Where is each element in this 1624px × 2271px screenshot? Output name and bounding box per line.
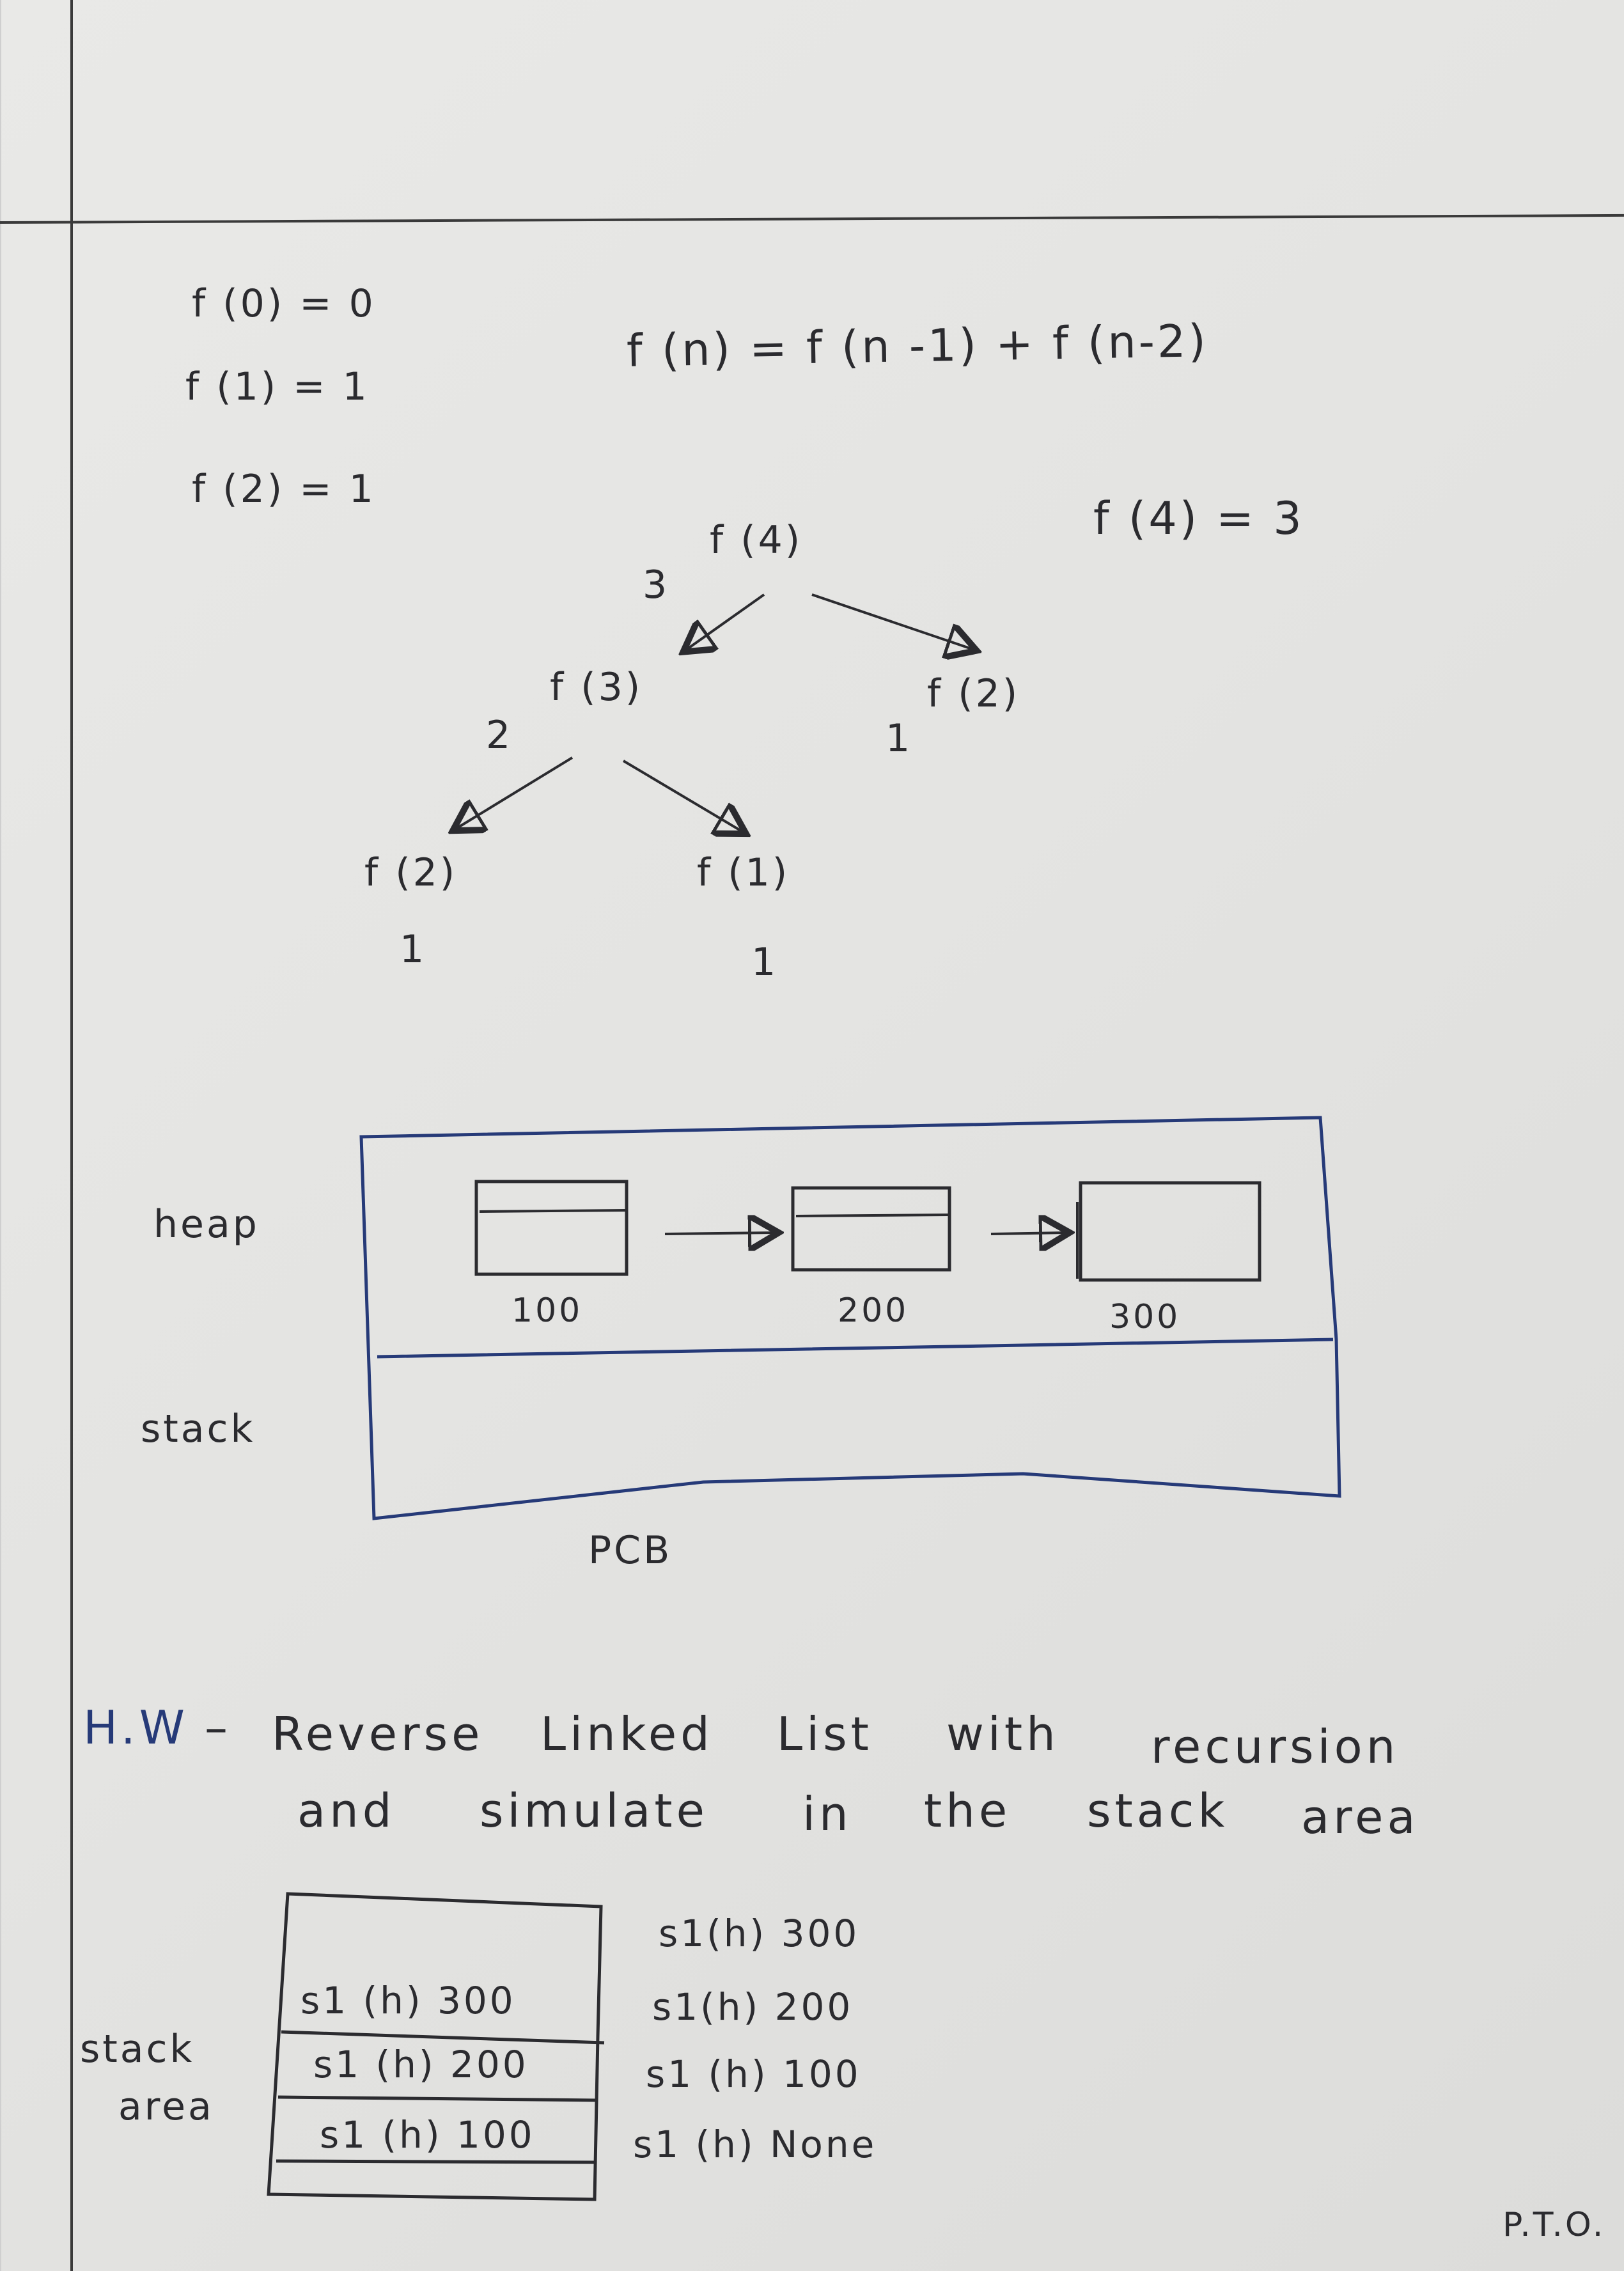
stack-frame-top: s1 (h) 300 [301, 1979, 516, 2022]
heap-node-100 [474, 1180, 629, 1276]
stack-frame-bottom: s1 (h) 100 [320, 2113, 535, 2157]
hw-word-and: and [297, 1784, 396, 1838]
tree-right-value: 1 [886, 716, 913, 761]
node-address-100: 100 [511, 1292, 583, 1330]
margin-line [70, 0, 73, 2271]
tree-edge-root-left [687, 593, 765, 649]
heap-arrow-1 [664, 1233, 774, 1234]
hw-word-area: area [1301, 1790, 1419, 1844]
trace-line-3: s1 (h) 100 [646, 2052, 861, 2096]
stack-area-label-2: area [118, 2084, 214, 2129]
heap-stack-divider [377, 1338, 1334, 1359]
heap-node-200 [791, 1186, 951, 1272]
heap-node-300 [1079, 1181, 1261, 1282]
node-address-200: 200 [838, 1292, 909, 1330]
page-edge [0, 0, 1, 2271]
tree-left-left: f (2) [364, 850, 458, 895]
tree-root: f (4) [710, 518, 803, 563]
stack-area-divider-1 [281, 2030, 605, 2045]
tree-left-value: 2 [486, 713, 513, 758]
hw-word-simulate: simulate [480, 1784, 708, 1838]
stack-area-divider-2 [277, 2095, 598, 2102]
tree-left-left-value: 1 [400, 927, 427, 972]
hw-word-list: List [777, 1707, 873, 1761]
tree-right: f (2) [927, 671, 1020, 716]
hw-label: H.W [83, 1701, 189, 1754]
base-case-0: f (0) = 0 [192, 281, 376, 326]
tree-left-right: f (1) [697, 850, 790, 895]
tree-edge-root-right [811, 593, 972, 649]
tree-left: f (3) [550, 665, 643, 710]
result: f (4) = 3 [1093, 492, 1304, 545]
hw-word-stack: stack [1087, 1784, 1229, 1838]
trace-line-4: s1 (h) None [633, 2123, 877, 2166]
stack-frame-middle: s1 (h) 200 [313, 2043, 529, 2086]
node-address-300: 300 [1109, 1298, 1181, 1336]
tree-left-right-value: 1 [751, 940, 779, 985]
pcb-box [359, 1116, 1341, 1520]
hw-word-in: in [802, 1787, 852, 1841]
hw-word-reverse: Reverse [272, 1707, 484, 1761]
footer-pto: P.T.O. [1503, 2206, 1606, 2244]
tree-edge-left-left [457, 756, 574, 828]
trace-line-2: s1(h) 200 [652, 1985, 854, 2029]
stack-area-divider-3 [276, 2159, 595, 2164]
tree-edge-left-right [622, 760, 742, 831]
hw-dash: – [205, 1701, 231, 1754]
tree-root-value: 3 [643, 563, 670, 607]
heap-node-200-divider [795, 1214, 950, 1217]
hw-word-linked: Linked [540, 1707, 714, 1761]
base-case-2: f (2) = 1 [192, 467, 376, 511]
hw-word-recursion: recursion [1151, 1720, 1400, 1774]
stack-label: stack [141, 1407, 256, 1451]
hw-word-with: with [946, 1707, 1059, 1761]
heap-label: heap [153, 1202, 260, 1247]
stack-area-box [267, 1892, 603, 2201]
heap-node-100-divider [479, 1209, 627, 1213]
trace-line-1: s1(h) 300 [659, 1912, 860, 1955]
hw-word-the: the [924, 1784, 1011, 1838]
heap-arrow-2 [990, 1233, 1065, 1234]
stack-area-label-1: stack [80, 2027, 195, 2072]
pcb-caption: PCB [588, 1528, 673, 1573]
base-case-1: f (1) = 1 [185, 364, 370, 409]
